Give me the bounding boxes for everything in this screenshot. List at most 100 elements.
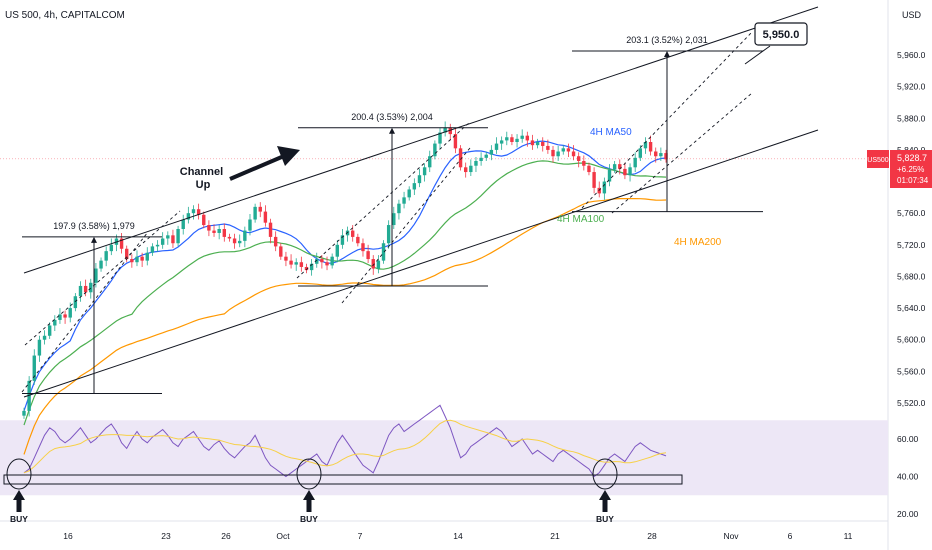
- candle: [402, 191, 406, 209]
- time-tick-label: 16: [63, 531, 73, 541]
- price-badge-change: +6.25%: [897, 165, 924, 174]
- candle: [515, 134, 519, 148]
- candle: [638, 145, 643, 161]
- time-tick-label: 11: [844, 531, 853, 541]
- candle: [633, 152, 637, 173]
- time-tick-label: 7: [358, 531, 363, 541]
- candle: [181, 214, 185, 235]
- candle: [474, 157, 478, 173]
- dashed-line: [611, 92, 753, 214]
- price-tick-label: 5,720.0: [897, 240, 926, 250]
- candle: [592, 167, 596, 194]
- candle: [27, 376, 31, 417]
- buy-signal: BUY: [6, 458, 32, 524]
- candle: [47, 322, 52, 339]
- price-tick-label: 5,600.0: [897, 335, 926, 345]
- candle: [243, 226, 247, 248]
- candle: [546, 139, 550, 154]
- candle: [150, 243, 155, 256]
- candle: [68, 302, 72, 323]
- candle: [463, 162, 468, 178]
- candle: [489, 145, 494, 161]
- candle: [618, 159, 622, 175]
- channel-bottom-line: [23, 129, 819, 398]
- candle: [294, 258, 298, 271]
- candle: [73, 293, 78, 312]
- price-axis[interactable]: 5,520.0 5,560.0 5,600.0 5,640.0 5,680.0 5,720…: [897, 50, 926, 408]
- ma100-line: [23, 160, 667, 426]
- candle: [535, 138, 540, 149]
- buy-arrow-icon: [303, 490, 315, 512]
- buy-signal: BUY: [296, 458, 322, 524]
- price-tick-label: 5,880.0: [897, 113, 926, 123]
- candle: [145, 247, 149, 266]
- measure-label: 197.9 (3.58%) 1,979: [53, 221, 135, 231]
- price-badge-countdown: 01:07:34: [897, 176, 929, 185]
- candle: [232, 233, 237, 249]
- buy-arrow-icon: [599, 490, 611, 512]
- buy-label: BUY: [300, 514, 318, 524]
- price-tick-label: 5,560.0: [897, 366, 926, 376]
- candle: [171, 229, 175, 248]
- candle: [248, 213, 252, 236]
- candle: [160, 232, 165, 249]
- candle: [217, 225, 221, 240]
- ma200-line: [23, 198, 667, 455]
- channel-up-label: Channel Up: [180, 166, 226, 191]
- time-tick-label: 14: [453, 531, 463, 541]
- candle: [571, 145, 576, 161]
- candle: [643, 137, 648, 154]
- target-callout: 5,950.0: [744, 22, 808, 65]
- time-tick-label: 6: [788, 531, 793, 541]
- candle: [42, 330, 47, 345]
- candle: [520, 129, 524, 143]
- candle: [304, 263, 309, 274]
- target-value: 5,950.0: [763, 29, 800, 41]
- candle: [417, 168, 422, 188]
- price-tick-label: 5,680.0: [897, 271, 926, 281]
- buy-signals: BUY BUY BUY: [6, 458, 618, 524]
- candle: [130, 254, 134, 268]
- candle: [356, 233, 360, 247]
- candle: [258, 202, 262, 218]
- channel-top-line: [23, 6, 819, 274]
- rsi-line: [23, 404, 667, 478]
- time-tick-label: Nov: [723, 531, 739, 541]
- candle: [22, 407, 26, 419]
- time-tick-label: 21: [550, 531, 560, 541]
- candle: [78, 281, 83, 302]
- ma50-label: 4H MA50: [590, 127, 632, 138]
- candle: [623, 162, 627, 180]
- candle: [212, 224, 216, 237]
- candle: [340, 229, 345, 249]
- ma100-label: 4H MA100: [557, 214, 605, 225]
- candle: [428, 150, 432, 173]
- measure-bracket: 200.4 (3.53%) 2,004: [298, 112, 488, 287]
- candle: [407, 186, 411, 201]
- candle: [412, 178, 417, 195]
- candle: [510, 134, 514, 146]
- buy-signal: BUY: [592, 458, 618, 524]
- candle: [376, 255, 381, 274]
- candle: [582, 155, 586, 171]
- candle: [612, 160, 617, 173]
- measure-label: 203.1 (3.52%) 2,031: [626, 35, 708, 45]
- candle: [551, 145, 555, 163]
- candle: [155, 240, 160, 252]
- channel-up: [23, 6, 819, 398]
- time-axis[interactable]: 16 23 26 Oct 7 14 21 28 Nov 6 11: [63, 531, 852, 541]
- candle: [422, 163, 427, 182]
- candle: [268, 218, 273, 244]
- candle: [320, 255, 324, 269]
- candle: [602, 177, 607, 200]
- candle: [238, 234, 242, 248]
- candle: [279, 243, 283, 260]
- buy-label: BUY: [596, 514, 614, 524]
- candle: [202, 211, 206, 229]
- candle: [448, 123, 452, 141]
- rsi-tick-label: 20.00: [897, 509, 919, 519]
- candle: [196, 203, 201, 220]
- candle: [469, 159, 473, 177]
- candle: [53, 315, 57, 332]
